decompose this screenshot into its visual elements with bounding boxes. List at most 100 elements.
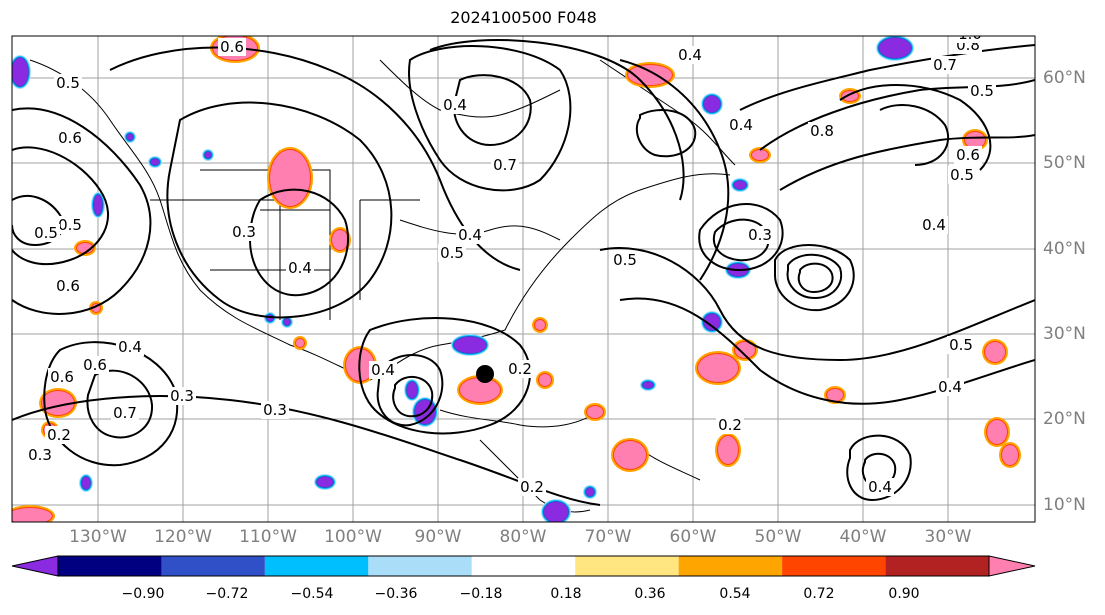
lon-label: 40°W xyxy=(839,527,887,547)
contour-label-bg xyxy=(676,46,704,64)
contour-label: 0.5 xyxy=(949,336,973,354)
positive-anomaly-area xyxy=(532,317,548,333)
colorbar xyxy=(11,555,1036,577)
negative-anomaly-area xyxy=(148,156,162,168)
contour-label-bg xyxy=(968,82,996,100)
positive-anomaly-area xyxy=(732,339,758,361)
contour-label: 0.4 xyxy=(118,338,142,356)
lon-label: 110°W xyxy=(239,527,297,547)
colorbar-min-arrow xyxy=(11,555,59,577)
contour-lines xyxy=(12,39,1035,506)
contour-label: 0.6 xyxy=(83,356,107,374)
contour-label-bg xyxy=(56,129,84,147)
colorbar-tick-label: −0.54 xyxy=(290,586,334,602)
contour-label-bg xyxy=(808,122,836,140)
contour-label-bg xyxy=(48,368,76,386)
positive-anomaly-area xyxy=(999,442,1021,468)
colorbar-max-arrow xyxy=(988,555,1036,577)
contour-label: 1.0 xyxy=(958,25,982,43)
colorbar-segment xyxy=(264,556,369,576)
contour-label: 0.7 xyxy=(493,156,517,174)
contour-label-bg xyxy=(81,356,109,374)
contour-label: 0.7 xyxy=(933,56,957,74)
positive-anomaly-area xyxy=(715,433,741,467)
contour-label-bg xyxy=(286,259,314,277)
negative-anomaly-area xyxy=(541,499,571,522)
lon-label: 70°W xyxy=(584,527,632,547)
contour-label-bg xyxy=(456,226,484,244)
contour-label: 0.6 xyxy=(220,38,244,56)
contour-label: 0.7 xyxy=(113,404,137,422)
positive-anomaly-area xyxy=(39,388,77,418)
contour-label: 0.3 xyxy=(232,223,256,241)
colorbar-segment xyxy=(678,556,783,576)
negative-anomaly-area xyxy=(701,93,723,115)
contour-label-bg xyxy=(32,224,60,242)
lon-label: 90°W xyxy=(414,527,462,547)
lon-label: 100°W xyxy=(324,527,382,547)
contour-label: 0.3 xyxy=(170,387,194,405)
contour-label: 0.2 xyxy=(718,416,742,434)
contour-label: 0.2 xyxy=(520,478,544,496)
contour-label-bg xyxy=(866,478,894,496)
contour-label-bg xyxy=(947,336,975,354)
map-frame xyxy=(11,35,1036,523)
contour-label-bg xyxy=(956,36,984,43)
negative-anomaly-area xyxy=(876,36,914,61)
negative-anomaly-area xyxy=(731,178,749,192)
contour-label: 0.5 xyxy=(56,74,80,92)
negative-anomaly-area xyxy=(124,131,136,143)
contour-label-bg xyxy=(369,361,397,379)
contour-label: 0.4 xyxy=(371,361,395,379)
colorbar-segment xyxy=(161,556,265,576)
storm-center-marker xyxy=(476,365,494,383)
positive-anomaly-area xyxy=(984,417,1010,447)
positive-anomaly-area xyxy=(982,339,1008,365)
contour-label-bg xyxy=(727,116,755,134)
contour-label: 0.3 xyxy=(28,446,52,464)
contour-label-bg xyxy=(931,56,959,74)
lon-label: 130°W xyxy=(69,527,127,547)
contour-label: 0.5 xyxy=(613,251,637,269)
colorbar-tick-label: −0.72 xyxy=(205,586,249,602)
contour-label: 0.6 xyxy=(956,146,980,164)
positive-anomaly-area xyxy=(824,386,846,404)
contour-label: 0.5 xyxy=(970,82,994,100)
graticule xyxy=(12,36,1035,522)
negative-anomaly-area xyxy=(451,334,489,356)
colorbar-tick-label: 0.36 xyxy=(634,586,666,602)
contour-label-bg xyxy=(518,478,546,496)
contour-label-bg xyxy=(438,244,466,262)
negative-anomaly-area xyxy=(79,474,93,492)
lat-label: 40°N xyxy=(1043,239,1086,259)
shaded-fields xyxy=(12,36,1021,522)
lat-label: 20°N xyxy=(1043,409,1086,429)
contour-label: 0.6 xyxy=(58,129,82,147)
contour-label: 0.2 xyxy=(508,360,532,378)
contour-label: 0.3 xyxy=(748,226,772,244)
contour-label: 0.4 xyxy=(938,378,962,396)
negative-anomaly-area xyxy=(202,149,214,161)
negative-anomaly-area xyxy=(404,379,420,401)
lon-label: 50°W xyxy=(754,527,802,547)
lat-label: 10°N xyxy=(1043,495,1086,515)
contour-label-bg xyxy=(920,216,948,234)
colorbar-segment xyxy=(471,556,576,576)
positive-anomaly-area xyxy=(695,351,741,385)
positive-anomaly-area xyxy=(293,336,307,350)
colorbar-tick-label: 0.54 xyxy=(719,586,751,602)
contour-label: 0.4 xyxy=(729,116,753,134)
negative-anomaly-area xyxy=(281,316,293,328)
contour-label: 0.4 xyxy=(443,96,467,114)
positive-anomaly-area xyxy=(749,147,771,163)
contour-label-bg xyxy=(611,251,639,269)
negative-anomaly-area xyxy=(583,485,597,499)
colorbar-tick-label: −0.18 xyxy=(459,586,503,602)
contour-label: 0.4 xyxy=(922,216,946,234)
negative-anomaly-area xyxy=(314,474,336,490)
colorbar-tick-label: 0.90 xyxy=(888,586,920,602)
colorbar-tick-label: 0.72 xyxy=(803,586,835,602)
contour-label: 0.3 xyxy=(263,401,287,419)
lon-label: 30°W xyxy=(924,527,972,547)
